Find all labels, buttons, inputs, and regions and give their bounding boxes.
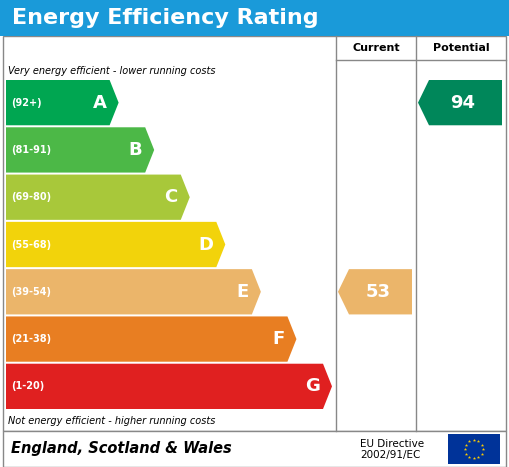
Text: Potential: Potential [433,43,489,53]
Bar [448,434,500,464]
Text: A: A [93,94,106,112]
Polygon shape [6,269,261,314]
Polygon shape [6,80,119,125]
Polygon shape [6,364,332,409]
Text: 2002/91/EC: 2002/91/EC [360,450,420,460]
Text: Current: Current [352,43,400,53]
Text: (55-68): (55-68) [11,240,51,249]
Text: (21-38): (21-38) [11,334,51,344]
Bar [3,36,506,431]
Text: (69-80): (69-80) [11,192,51,202]
Polygon shape [6,127,154,173]
Text: F: F [272,330,285,348]
Bar [0,0,509,36]
Text: Very energy efficient - lower running costs: Very energy efficient - lower running co… [8,66,215,76]
Polygon shape [6,222,225,267]
Polygon shape [6,317,296,362]
Polygon shape [418,80,502,125]
Text: B: B [129,141,142,159]
Text: D: D [199,235,213,254]
Text: EU Directive: EU Directive [360,439,424,449]
Text: 53: 53 [365,283,390,301]
Text: (92+): (92+) [11,98,42,107]
Text: (81-91): (81-91) [11,145,51,155]
Text: England, Scotland & Wales: England, Scotland & Wales [11,441,232,457]
Text: C: C [164,188,178,206]
Text: (1-20): (1-20) [11,382,44,391]
Text: E: E [237,283,249,301]
Bar [3,431,506,467]
Text: Energy Efficiency Rating: Energy Efficiency Rating [12,8,319,28]
Polygon shape [338,269,412,314]
Text: Not energy efficient - higher running costs: Not energy efficient - higher running co… [8,416,215,426]
Text: 94: 94 [450,94,475,112]
Text: G: G [305,377,320,396]
Polygon shape [6,175,190,220]
Text: (39-54): (39-54) [11,287,51,297]
